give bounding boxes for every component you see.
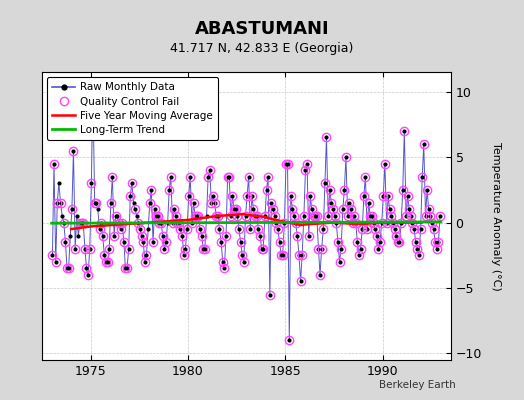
Text: 41.717 N, 42.833 E (Georgia): 41.717 N, 42.833 E (Georgia) [170, 42, 354, 55]
Text: ABASTUMANI: ABASTUMANI [195, 20, 329, 38]
Text: Berkeley Earth: Berkeley Earth [379, 380, 456, 390]
Legend: Raw Monthly Data, Quality Control Fail, Five Year Moving Average, Long-Term Tren: Raw Monthly Data, Quality Control Fail, … [47, 77, 219, 140]
Y-axis label: Temperature Anomaly (°C): Temperature Anomaly (°C) [492, 142, 501, 290]
